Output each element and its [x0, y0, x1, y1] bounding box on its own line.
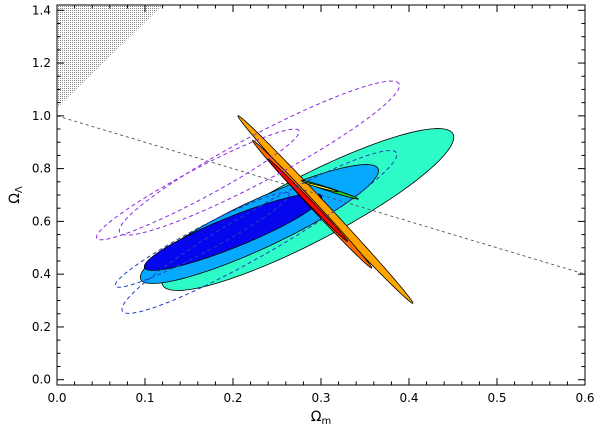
wide-contour-3: [143, 193, 323, 271]
dashed-purple-contour-1: [118, 80, 401, 236]
narrow-contour-1: [237, 115, 414, 304]
x-tick-label: 0.4: [399, 391, 418, 405]
y-tick-label: 0.4: [32, 267, 51, 281]
x-tick-label: 0.5: [487, 391, 506, 405]
y-tick-label: 1.2: [32, 56, 51, 70]
narrow-contour-3: [267, 158, 349, 242]
x-axis-label: Ωm: [311, 409, 331, 427]
y-tick-label: 0.6: [32, 214, 51, 228]
dashed-purple-contour-2: [95, 128, 300, 241]
plot-content: [57, 5, 585, 314]
y-axis-label: ΩΛ: [7, 186, 25, 204]
excluded-region: [57, 5, 163, 108]
dashed-blue-contour-2: [114, 191, 290, 288]
y-tick-label: 0.2: [32, 320, 51, 334]
x-tick-label: 0.1: [135, 391, 154, 405]
y-tick-label: 1.4: [32, 3, 51, 17]
y-tick-label: 1.0: [32, 109, 51, 123]
x-tick-label: 0.0: [47, 391, 66, 405]
flat-universe-line: [57, 115, 585, 275]
x-tick-label: 0.2: [223, 391, 242, 405]
y-tick-label: 0.8: [32, 162, 51, 176]
dashed-blue-contour-1: [121, 150, 398, 314]
x-tick-label: 0.6: [575, 391, 594, 405]
x-tick-label: 0.3: [311, 391, 330, 405]
y-tick-label: 0.0: [32, 373, 51, 387]
axes: 0.0 0.1 0.2 0.3 0.4 0.5 0.6 0.0 0.2 0.4 0.6 0.8 1.0 1…: [32, 3, 595, 405]
